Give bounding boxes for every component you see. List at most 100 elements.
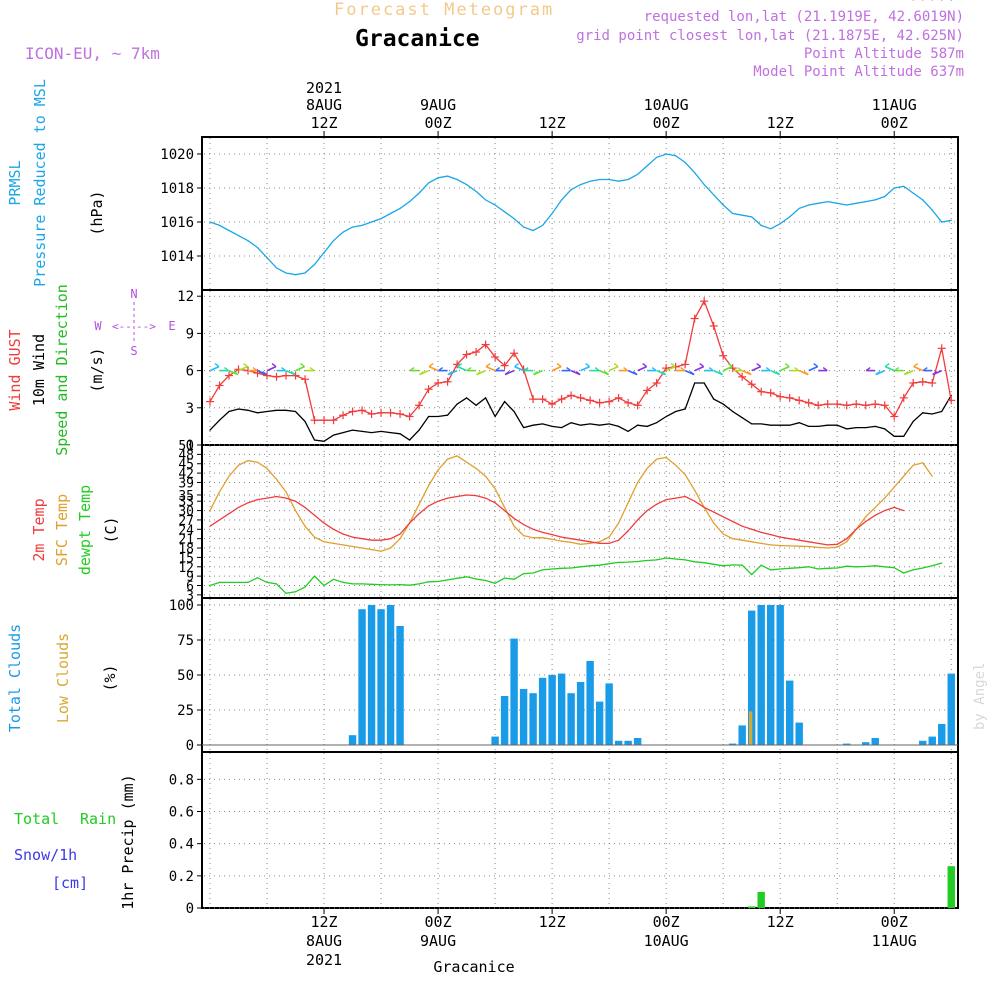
- wind-gust-point: [681, 360, 690, 369]
- wind-direction-arrow: [818, 367, 828, 372]
- t2m-temp-point: [570, 538, 572, 540]
- wind-arrow-head: [894, 367, 900, 372]
- pressure-point: [589, 180, 591, 182]
- wind-arrow-shaft: [485, 365, 496, 372]
- wind-speed-point: [399, 433, 401, 435]
- total-clouds-bar: [595, 701, 604, 745]
- wind-gust-point: [500, 361, 509, 370]
- wind-direction-arrow: [485, 363, 496, 372]
- wind-speed-point: [599, 424, 601, 426]
- sfc-temp-point: [294, 509, 297, 512]
- wind-speed-point: [389, 432, 392, 434]
- t2m-temp-point: [741, 525, 743, 527]
- pressure-point: [827, 201, 829, 203]
- y-tick-label: 0.2: [169, 869, 194, 885]
- sfc-temp-point: [266, 467, 268, 470]
- pressure-point: [237, 235, 240, 237]
- wind-speed-point: [294, 410, 297, 413]
- t2m-temp-point: [228, 513, 230, 515]
- y-tick-label: 1020: [160, 147, 194, 163]
- pressure-point: [313, 263, 316, 266]
- t2m-temp-point: [855, 528, 857, 530]
- wind-speed-point: [836, 424, 838, 426]
- wind-speed-point: [808, 425, 810, 427]
- dewpt-temp-point: [523, 573, 525, 575]
- wind-direction-arrow: [922, 367, 933, 372]
- wind-speed-point: [665, 415, 667, 418]
- wind-gust-point: [842, 401, 851, 410]
- wind-speed-point: [732, 410, 734, 413]
- t2m-temp-point: [599, 542, 601, 544]
- t2m-temp-point: [713, 511, 715, 513]
- dewpt-temp-point: [589, 565, 591, 567]
- bottom-hour-label: 00Z: [653, 913, 680, 931]
- t2m-temp-point: [304, 506, 306, 509]
- wind-speed-point: [237, 408, 240, 410]
- t2m-temp-point: [523, 524, 525, 526]
- total-clouds-bar: [633, 738, 642, 745]
- wind-arrow-head: [746, 371, 752, 376]
- total-clouds-bar: [567, 693, 575, 745]
- pressure-point: [608, 178, 610, 181]
- wind-direction-arrow: [694, 363, 705, 372]
- wind-direction-arrow: [713, 369, 724, 376]
- wind-speed-point: [418, 429, 420, 431]
- t2m-temp-point: [332, 528, 335, 530]
- wind-gust-point: [253, 369, 262, 378]
- wind-arrow-shaft: [428, 365, 439, 372]
- top-date-label: 9AUG: [420, 96, 456, 114]
- sfc-temp-point: [446, 458, 449, 460]
- t2m-temp-point: [313, 514, 316, 516]
- total-clouds-bar: [947, 673, 955, 745]
- wind-direction-arrow: [257, 369, 267, 376]
- sfc-temp-point: [618, 522, 620, 524]
- total-clouds-bar: [510, 638, 518, 745]
- wind-arrow-shaft: [457, 365, 467, 372]
- y-axis-label: (C): [102, 516, 120, 543]
- wind-arrow-head: [708, 367, 714, 372]
- wind-gust-point: [833, 400, 842, 409]
- wind-arrow-head: [875, 371, 881, 376]
- y-axis-label: 10m Wind: [30, 334, 48, 406]
- year-label-top: 2021: [306, 79, 342, 97]
- sfc-temp-point: [580, 543, 582, 545]
- sfc-temp-point: [789, 545, 791, 547]
- compass-east-label: E: [168, 319, 175, 333]
- wind-direction-arrow: [495, 367, 505, 372]
- t2m-temp-point: [827, 544, 829, 546]
- pressure-point: [256, 246, 259, 249]
- wind-speed-point: [884, 428, 886, 430]
- t2m-temp-point: [408, 522, 411, 524]
- wind-arrow-shaft: [608, 365, 619, 372]
- y-tick-label: 6: [186, 364, 194, 380]
- wind-direction-arrow: [798, 369, 809, 376]
- sfc-temp-point: [627, 502, 629, 504]
- wind-gust-point: [339, 411, 348, 420]
- wind-direction-arrow: [419, 369, 429, 376]
- t2m-temp-point: [751, 528, 753, 530]
- total-clouds-bar: [928, 736, 936, 745]
- wind-arrow-shaft: [665, 365, 676, 372]
- wind-speed-point: [912, 420, 914, 423]
- pressure-point: [865, 201, 867, 203]
- dewpt-temp-point: [209, 584, 211, 587]
- pressure-point: [266, 257, 268, 259]
- t2m-temp-point: [399, 533, 401, 535]
- pressure-point: [789, 216, 791, 218]
- sfc-temp-point: [256, 461, 259, 463]
- t2m-temp-point: [884, 509, 886, 512]
- sfc-temp-point: [551, 538, 553, 540]
- wind-arrow-shaft: [722, 365, 733, 372]
- wind-gust-point: [320, 416, 329, 425]
- total-clouds-bar: [396, 626, 404, 745]
- wind-arrow-head: [514, 363, 520, 368]
- t2m-temp-point: [931, 0, 933, 1]
- wind-gust-point: [567, 391, 576, 400]
- y-tick-label: 27: [178, 514, 194, 529]
- sfc-temp-point: [561, 540, 563, 542]
- t2m-temp-point: [209, 525, 211, 527]
- wind-speed-point: [827, 424, 829, 426]
- model-label: ICON-EU, ~ 7km: [25, 44, 160, 63]
- wind-speed-point: [313, 439, 316, 441]
- total-clouds-bar: [871, 738, 879, 745]
